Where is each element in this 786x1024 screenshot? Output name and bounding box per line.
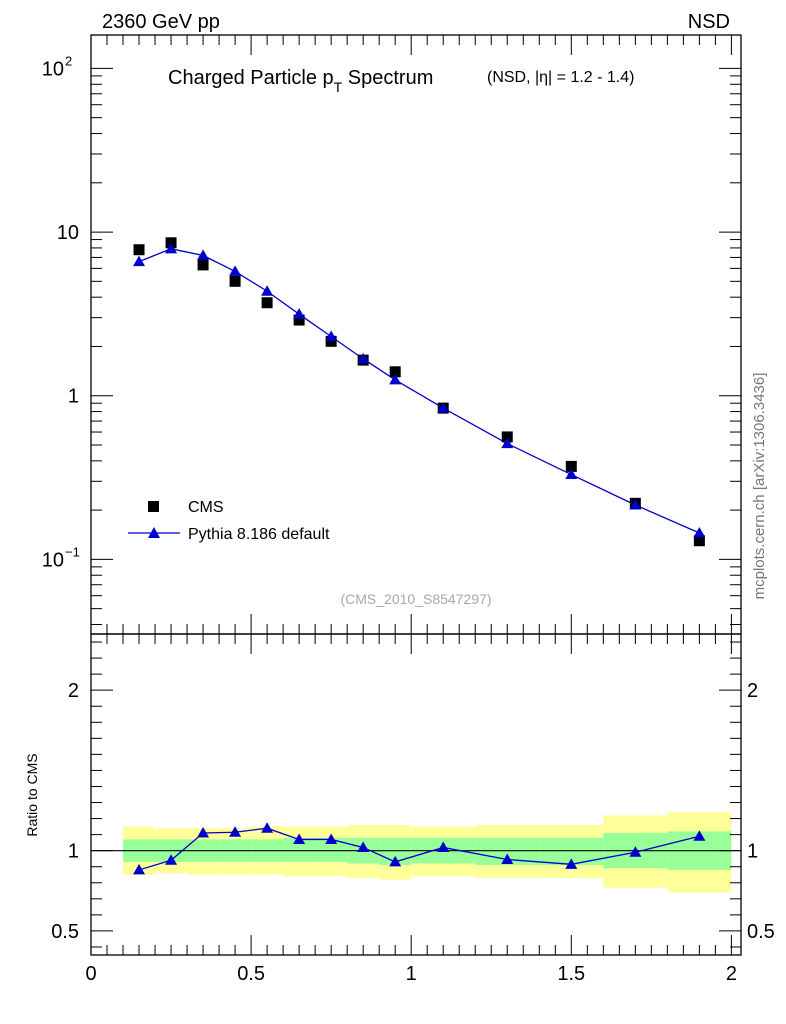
main-frame <box>90 34 742 635</box>
title-main-text: Charged Particle p <box>168 67 334 89</box>
title-subscript: T <box>334 79 343 95</box>
ratio-pythia-point <box>501 853 514 865</box>
ratio-pythia-point <box>693 830 706 841</box>
pythia-point <box>165 242 178 254</box>
ratio-y-tick-label-right: 2 <box>747 680 758 702</box>
main-y-tick-label: 10 <box>42 549 64 571</box>
pythia-point <box>357 352 370 364</box>
legend-cms-marker <box>148 501 159 512</box>
header-left-label: 2360 GeV pp <box>102 11 220 33</box>
ratio-pythia-point <box>229 826 242 837</box>
cms-point <box>293 314 305 326</box>
pythia-line <box>138 248 700 534</box>
cms-point <box>565 460 577 472</box>
ratio-pythia-line <box>138 827 700 871</box>
x-tick-label: 0 <box>85 963 96 985</box>
main-y-tick-exponent: −1 <box>65 544 80 559</box>
ratio-pythia-point <box>565 858 578 869</box>
title-cut-label: (NSD, |η| = 1.2 - 1.4) <box>487 69 634 86</box>
side-source-label: mcplots.cern.ch [arXiv:1306.3436] <box>751 373 768 600</box>
ratio-pythia-point <box>325 833 338 844</box>
x-tick-label: 2 <box>726 963 737 985</box>
main-y-tick-exponent: 2 <box>65 53 72 68</box>
x-tick-label: 0.5 <box>237 963 265 985</box>
pythia-point <box>501 437 514 449</box>
main-y-tick-label: 10 <box>57 222 79 244</box>
cms-point <box>325 335 337 347</box>
pythia-point <box>293 308 306 319</box>
ratio-y-axis-label: Ratio to CMS <box>24 753 40 836</box>
pythia-point <box>261 285 274 296</box>
ratio-pythia-point <box>197 827 210 838</box>
legend-pythia-label: Pythia 8.186 default <box>188 526 330 543</box>
header-right-label: NSD <box>688 11 730 33</box>
cms-point <box>501 431 513 443</box>
ratio-y-tick-label: 1 <box>68 841 79 863</box>
pythia-point <box>229 265 242 276</box>
cms-point <box>693 535 705 547</box>
ratio-plot-area <box>91 812 741 893</box>
pythia-point <box>693 526 706 538</box>
ratio-pythia-point <box>629 846 642 857</box>
x-tick-label: 1.5 <box>557 963 585 985</box>
chart-marks <box>133 237 706 875</box>
ratio-y-tick-label-right: 1 <box>747 841 758 863</box>
ratio-pythia-point <box>165 854 178 865</box>
cms-point <box>197 259 209 271</box>
main-y-tick-label: 1 <box>68 386 79 408</box>
ratio-y-tick-label: 0.5 <box>51 921 79 943</box>
ratio-y-tick-label: 2 <box>68 680 79 702</box>
ratio-pythia-point <box>437 841 450 852</box>
main-title: Charged Particle pT Spectrum <box>168 67 433 95</box>
cms-point <box>389 366 401 378</box>
pythia-point <box>197 249 210 260</box>
legend-pythia-marker <box>148 527 160 538</box>
ratio-pythia-point <box>261 822 274 833</box>
legend-cms-label: CMS <box>188 499 224 516</box>
pythia-point <box>133 255 146 267</box>
cms-point <box>261 297 273 309</box>
analysis-watermark: (CMS_2010_S8547297) <box>341 591 492 607</box>
ratio-pythia-point <box>293 833 306 844</box>
pythia-point <box>565 468 578 480</box>
cms-point <box>133 244 145 256</box>
ratio-pythia-point <box>389 855 402 867</box>
pythia-point <box>629 498 642 510</box>
ratio-frame <box>90 633 742 956</box>
ratio-y-tick-label-right: 0.5 <box>747 921 775 943</box>
pythia-point <box>389 373 402 385</box>
cms-point <box>229 275 241 287</box>
main-y-tick-label: 10 <box>42 58 64 80</box>
pythia-point <box>437 402 450 413</box>
pythia-point <box>325 330 338 342</box>
title-tail-text: Spectrum <box>342 67 433 89</box>
ratio-pythia-point <box>133 863 146 875</box>
ratio-pythia-point <box>357 841 370 852</box>
cms-point <box>165 237 177 249</box>
x-tick-label: 1 <box>406 963 417 985</box>
legend: CMS Pythia 8.186 default <box>128 499 330 543</box>
